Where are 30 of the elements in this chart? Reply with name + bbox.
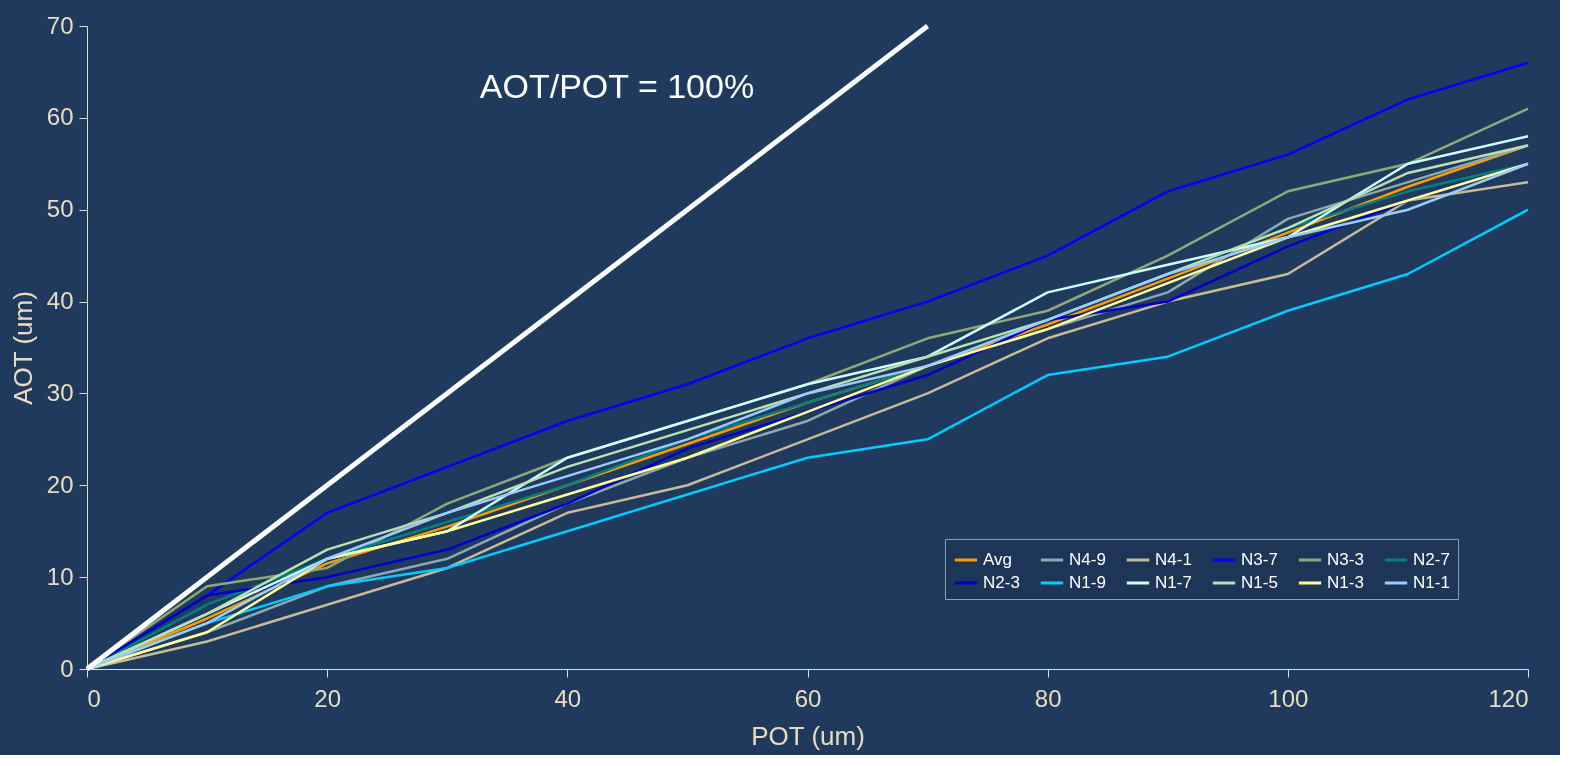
legend-label: N1-1 xyxy=(1413,573,1450,592)
x-tick-label: 40 xyxy=(554,684,582,712)
annotation: AOT/POT = 100% xyxy=(479,67,755,105)
y-tick-label: 10 xyxy=(46,562,74,590)
legend-label: N4-9 xyxy=(1069,550,1106,569)
legend-label: N3-3 xyxy=(1327,550,1364,569)
x-tick-label: 100 xyxy=(1268,684,1309,712)
legend-label: N4-1 xyxy=(1155,550,1192,569)
x-tick-label: 60 xyxy=(794,684,822,712)
legend-label: N1-9 xyxy=(1069,573,1106,592)
y-tick-label: 30 xyxy=(46,378,74,406)
y-tick-label: 20 xyxy=(46,470,74,498)
y-tick-label: 60 xyxy=(46,103,74,131)
y-tick-label: 70 xyxy=(46,11,74,39)
legend-label: N1-7 xyxy=(1155,573,1192,592)
legend-label: Avg xyxy=(983,550,1012,569)
x-tick-label: 20 xyxy=(314,684,342,712)
legend-label: N2-3 xyxy=(983,573,1020,592)
legend-label: N3-7 xyxy=(1241,550,1278,569)
y-tick-label: 50 xyxy=(46,195,74,223)
y-tick-label: 40 xyxy=(46,287,74,315)
x-axis-title: POT (um) xyxy=(751,720,865,751)
legend-label: N1-3 xyxy=(1327,573,1364,592)
y-tick-label: 0 xyxy=(60,654,74,682)
legend-label: N2-7 xyxy=(1413,550,1450,569)
x-tick-label: 120 xyxy=(1488,684,1529,712)
x-tick-label: 80 xyxy=(1034,684,1062,712)
legend-label: N1-5 xyxy=(1241,573,1278,592)
x-tick-label: 0 xyxy=(87,684,101,712)
y-axis-title: AOT (um) xyxy=(7,291,38,405)
